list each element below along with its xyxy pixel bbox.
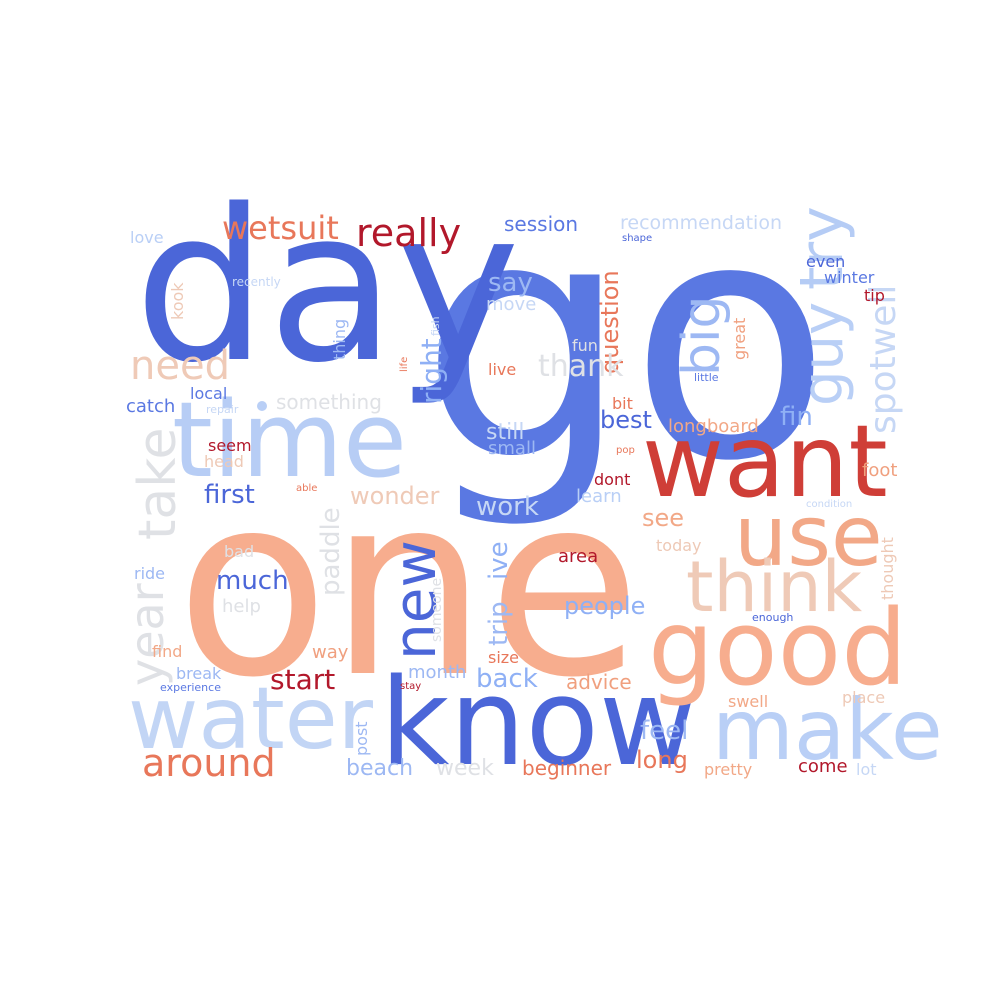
word: beach	[346, 756, 414, 781]
word: little	[694, 371, 719, 384]
word: beginner	[522, 756, 612, 780]
word: guy	[791, 301, 856, 406]
word: fish	[429, 316, 442, 336]
word: work	[476, 492, 539, 522]
word: able	[296, 483, 318, 494]
word: bit	[612, 394, 633, 413]
word: month	[408, 662, 467, 683]
word: spotwell	[863, 284, 904, 434]
word: right	[415, 338, 448, 404]
word: someone	[429, 577, 445, 642]
word: stay	[400, 681, 422, 692]
word: foot	[862, 460, 898, 481]
word: great	[730, 317, 749, 360]
word: thing	[330, 318, 349, 360]
word: longboard	[668, 416, 759, 437]
word: recently	[232, 275, 281, 289]
word: something	[276, 390, 382, 414]
word: people	[564, 592, 646, 620]
word: really	[356, 211, 462, 255]
word: year	[120, 583, 174, 686]
word: local	[190, 384, 228, 403]
word: shape	[622, 233, 653, 244]
word: head	[204, 452, 244, 471]
word: life	[399, 356, 410, 372]
word: learn	[576, 486, 622, 507]
word: move	[486, 294, 537, 315]
word: come	[798, 756, 848, 777]
word: winter	[824, 268, 875, 287]
word: much	[216, 566, 289, 596]
word: small	[488, 438, 536, 459]
word: break	[176, 664, 222, 683]
word: live	[488, 360, 517, 379]
word: paddle	[316, 507, 346, 596]
word: need	[130, 343, 230, 389]
word: help	[222, 596, 261, 617]
word: enough	[752, 611, 794, 624]
word: kook	[168, 282, 187, 320]
word: time	[172, 379, 407, 501]
word: use	[734, 487, 883, 585]
word: recommendation	[620, 212, 783, 234]
word: pretty	[704, 760, 753, 779]
word: advice	[566, 670, 632, 694]
word: size	[488, 648, 520, 667]
word: ride	[134, 564, 166, 583]
word: fin	[780, 402, 813, 432]
word: dont	[594, 470, 631, 489]
word: pop	[616, 445, 635, 456]
word: seem	[208, 436, 252, 455]
word: back	[476, 664, 538, 694]
word: condition	[806, 499, 853, 510]
word: ive	[484, 541, 514, 580]
word: big	[672, 295, 732, 376]
word: feel	[640, 716, 689, 746]
word: see	[642, 504, 685, 532]
word: catch	[126, 396, 176, 417]
word: bad	[224, 542, 255, 561]
word: day	[134, 164, 521, 409]
word: today	[656, 536, 702, 555]
word: take	[128, 427, 188, 540]
word: post	[352, 721, 371, 756]
word: repair	[206, 403, 239, 416]
word: trip	[484, 601, 514, 646]
word: thought	[878, 537, 897, 600]
word: around	[142, 741, 276, 785]
word: tip	[864, 286, 885, 305]
dot-icon	[257, 401, 267, 411]
word: week	[436, 756, 494, 781]
word: session	[504, 212, 579, 236]
word: still	[486, 420, 525, 445]
word: one	[176, 441, 642, 732]
word: wonder	[350, 482, 440, 510]
word: start	[270, 663, 336, 696]
word: swell	[728, 692, 769, 711]
word: area	[558, 546, 599, 567]
word: make	[712, 681, 943, 779]
word: experience	[160, 681, 221, 694]
word: good	[648, 587, 908, 709]
word: wetsuit	[222, 209, 339, 247]
word: say	[488, 268, 533, 298]
word: love	[130, 228, 164, 247]
word: thank	[538, 349, 624, 384]
word: think	[686, 546, 863, 628]
word: way	[312, 642, 349, 663]
word: go	[420, 149, 832, 533]
word: want	[642, 403, 888, 520]
word: even	[806, 252, 846, 271]
word: place	[842, 688, 886, 707]
word: water	[128, 669, 374, 769]
word: best	[600, 406, 652, 434]
word: long	[636, 746, 688, 774]
word: find	[152, 642, 183, 661]
word: first	[204, 480, 255, 510]
word: lot	[856, 760, 877, 779]
word: fun	[572, 336, 598, 355]
word: know	[380, 654, 698, 793]
